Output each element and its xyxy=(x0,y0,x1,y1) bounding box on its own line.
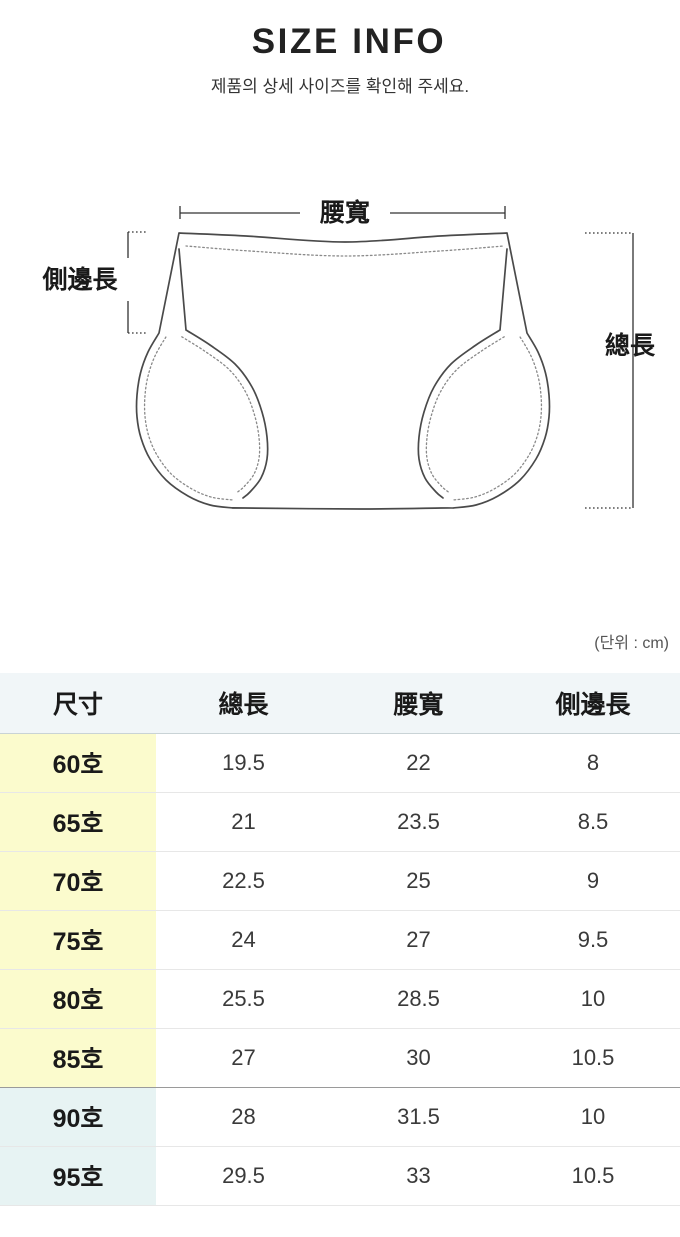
svg-text:總長: 總長 xyxy=(605,331,656,360)
svg-text:側邊長: 側邊長 xyxy=(41,265,118,294)
svg-text:腰寬: 腰寬 xyxy=(319,198,370,227)
svg-text:(단위 : cm): (단위 : cm) xyxy=(594,634,669,652)
